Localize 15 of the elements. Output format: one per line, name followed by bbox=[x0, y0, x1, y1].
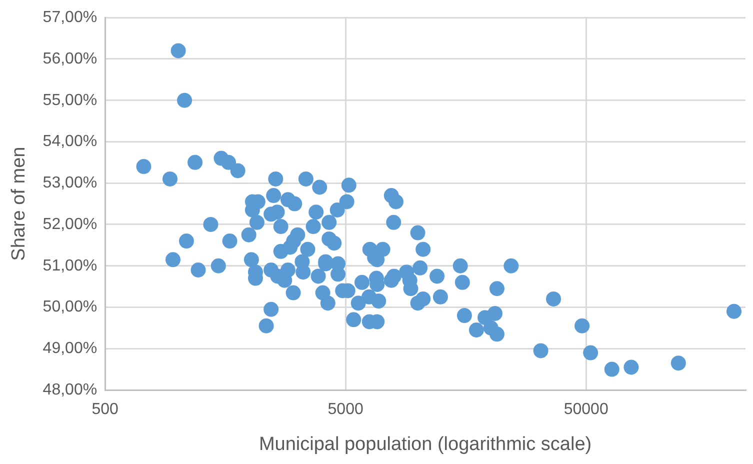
x-tick-label: 50000 bbox=[564, 401, 608, 418]
y-tick-label: 51,00% bbox=[42, 257, 98, 274]
y-tick-label: 57,00% bbox=[42, 9, 98, 26]
y-tick-label: 54,00% bbox=[42, 133, 98, 150]
x-axis-title: Municipal population (logarithmic scale) bbox=[258, 434, 592, 455]
y-tick-label: 56,00% bbox=[42, 50, 98, 68]
y-tick-label: 53,00% bbox=[42, 174, 98, 192]
x-tick-label: 500 bbox=[92, 401, 119, 418]
x-tick-label: 5000 bbox=[328, 401, 364, 418]
y-tick-label: 55,00% bbox=[42, 92, 98, 109]
y-tick-label: 50,00% bbox=[42, 298, 98, 316]
y-axis-title: Share of men bbox=[8, 146, 30, 261]
y-tick-label: 48,00% bbox=[42, 381, 98, 398]
y-tick-label: 49,00% bbox=[42, 340, 98, 358]
y-tick-label: 52,00% bbox=[42, 216, 98, 233]
